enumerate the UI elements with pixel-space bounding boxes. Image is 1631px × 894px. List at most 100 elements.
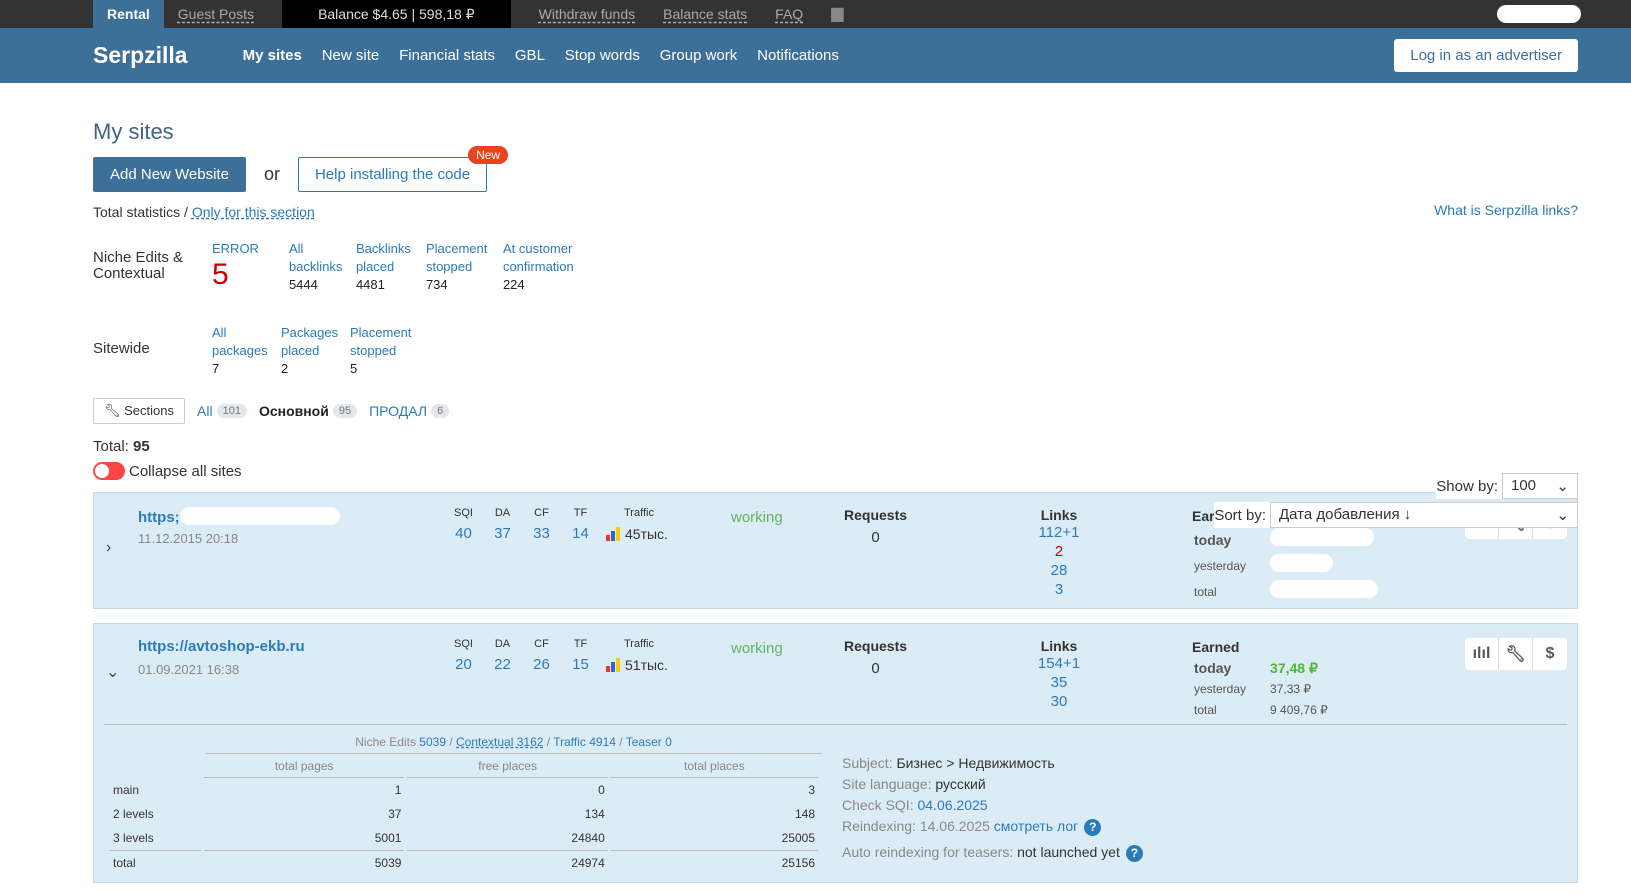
auto-reindex-value: not launched yet (1017, 844, 1120, 860)
only-section-link[interactable]: Only for this section (191, 204, 315, 220)
cell: 3 levels (113, 831, 154, 845)
cell: 1 (394, 783, 402, 797)
links-value[interactable]: 30 (1050, 693, 1068, 710)
site-url[interactable]: https; (138, 507, 340, 526)
cell: 25005 (781, 831, 815, 845)
login-advertiser-button[interactable]: Log in as an advertiser (1394, 39, 1578, 72)
chevron-right-icon[interactable]: › (106, 539, 112, 556)
backlinks-placed-label[interactable]: Backlinks placed (355, 241, 411, 274)
contextual-link[interactable]: Contextual 3162 (456, 735, 544, 749)
col-header: total pages (204, 754, 405, 778)
da-value[interactable]: 22 (494, 656, 511, 673)
chat-icon[interactable]: ▆ (831, 5, 844, 22)
show-by-select[interactable]: 100 ⌄ (1502, 473, 1578, 499)
tab-osnovnoy[interactable]: Основной (258, 403, 329, 419)
links-value[interactable]: 3 (1054, 581, 1064, 598)
show-by-label: Show by: (1436, 477, 1498, 495)
links-value[interactable]: 154+1 (1037, 655, 1081, 672)
cell: 24974 (407, 850, 608, 874)
placement-stopped-label[interactable]: Placement stopped (425, 241, 488, 274)
nav-stop-words[interactable]: Stop words (564, 47, 640, 64)
earned-total: 9 409,76 ₽ (1270, 703, 1328, 717)
sort-by-select[interactable]: Дата добавления ↓ ⌄ (1270, 502, 1578, 528)
nav-gbl[interactable]: GBL (514, 47, 545, 64)
tf-value[interactable]: 14 (572, 525, 589, 542)
earned-yesterday: 37,33 ₽ (1270, 682, 1312, 696)
customer-confirmation-label[interactable]: At customer confirmation (502, 241, 574, 274)
error-label[interactable]: ERROR (212, 241, 259, 256)
cell: 25156 (610, 850, 818, 874)
stats-icon[interactable]: ılıl (1465, 638, 1499, 670)
total-stats-label: Total statistics / (93, 204, 188, 220)
dollar-icon[interactable]: $ (1545, 645, 1555, 662)
placement-stopped-value: 734 (425, 277, 448, 292)
help-icon[interactable]: ? (1125, 845, 1143, 862)
cell: main (113, 783, 140, 797)
wrench-icon[interactable]: 🔧︎ (1499, 638, 1533, 670)
links-value[interactable]: 28 (1050, 562, 1068, 579)
balance: Balance $4.65 | 598,18 ₽ (282, 0, 511, 28)
all-packages-label[interactable]: All packages (212, 325, 268, 358)
site-url[interactable]: https://avtoshop-ekb.ru (138, 638, 305, 655)
cf-value[interactable]: 26 (533, 656, 550, 673)
da-value[interactable]: 37 (494, 525, 511, 542)
count-badge: 6 (431, 404, 450, 418)
teaser-link[interactable]: Teaser 0 (625, 735, 672, 749)
collapse-toggle[interactable] (93, 462, 125, 480)
cf-header: CF (534, 507, 549, 519)
check-sqi-date[interactable]: 04.06.2025 (917, 797, 988, 813)
packages-placed-label[interactable]: Packages placed (281, 325, 339, 358)
tab-rental[interactable]: Rental (93, 0, 164, 28)
sw-placement-stopped-value: 5 (350, 361, 358, 376)
view-log-link[interactable]: смотреть лог (993, 818, 1079, 834)
links-value[interactable]: 35 (1050, 674, 1068, 691)
niche-count[interactable]: 5039 (419, 735, 446, 749)
cf-value[interactable]: 33 (533, 525, 550, 542)
tab-guest-posts[interactable]: Guest Posts (177, 6, 255, 22)
user-menu[interactable] (1497, 5, 1581, 23)
error-value[interactable]: 5 (212, 258, 229, 291)
nav-notifications[interactable]: Notifications (757, 47, 839, 64)
traffic-value: 51тыс. (625, 657, 668, 673)
tab-prodal[interactable]: ПРОДАЛ (369, 403, 428, 419)
requests-value: 0 (871, 529, 880, 546)
check-sqi-label: Check SQI: (842, 797, 914, 813)
all-backlinks-label[interactable]: All backlinks (288, 241, 343, 274)
table-row: 2 levels 37 134 148 (109, 802, 818, 826)
withdraw-link[interactable]: Withdraw funds (538, 6, 636, 22)
links-value[interactable]: 112+1 (1038, 524, 1080, 541)
sw-placement-stopped-label[interactable]: Placement stopped (350, 325, 412, 358)
earned-today: 37,48 ₽ (1270, 660, 1318, 676)
cell: 24840 (571, 831, 605, 845)
nav-financial-stats[interactable]: Financial stats (399, 47, 495, 64)
nav-group-work[interactable]: Group work (659, 47, 738, 64)
sort-by-value: Дата добавления ↓ (1279, 506, 1412, 523)
tf-value[interactable]: 15 (572, 656, 589, 673)
nav-my-sites[interactable]: My sites (242, 47, 302, 64)
sqi-value[interactable]: 20 (455, 656, 472, 673)
nav-new-site[interactable]: New site (321, 47, 380, 64)
new-badge: New (468, 146, 509, 164)
sqi-value[interactable]: 40 (455, 525, 472, 542)
cell: 148 (794, 807, 815, 821)
help-install-button[interactable]: Help installing the code New (297, 146, 509, 192)
faq-link[interactable]: FAQ (775, 6, 804, 22)
all-packages-value: 7 (212, 361, 220, 376)
cell: 3 (808, 783, 815, 797)
what-is-link[interactable]: What is Serpzilla links? (1434, 202, 1578, 218)
status-badge: working (731, 640, 783, 657)
tab-all[interactable]: All (197, 403, 213, 419)
links-value[interactable]: 2 (1054, 543, 1064, 560)
add-website-button[interactable]: Add New Website (93, 157, 246, 192)
tf-header: TF (573, 638, 588, 650)
help-icon[interactable]: ? (1084, 819, 1102, 836)
traffic-link[interactable]: Traffic 4914 (553, 735, 616, 749)
chevron-down-icon[interactable]: ⌄ (106, 664, 120, 681)
balance-stats-link[interactable]: Balance stats (663, 6, 748, 22)
logo[interactable]: Serpzilla (93, 42, 188, 68)
sections-button[interactable]: 🔧︎ Sections (93, 398, 186, 424)
help-label: Help installing the code (314, 166, 471, 183)
traffic-chart-icon (606, 527, 621, 544)
reindexing-label: Reindexing: 14.06.2025 (842, 818, 990, 834)
links-header: Links (1040, 507, 1078, 523)
